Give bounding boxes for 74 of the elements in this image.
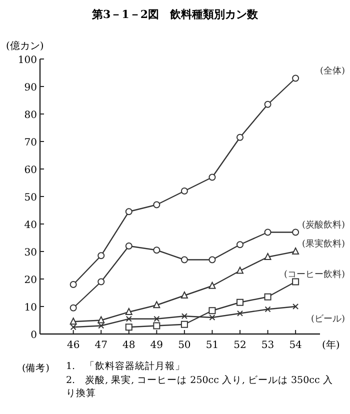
x-tick-label: 47: [94, 340, 108, 351]
y-tick-label: 90: [24, 82, 37, 94]
point: [292, 304, 299, 310]
point: [181, 313, 188, 320]
point: [98, 278, 105, 286]
point: [208, 174, 216, 181]
x-axis-title: (年): [322, 339, 340, 351]
point: [98, 252, 105, 260]
point: [180, 256, 188, 264]
point: [98, 322, 104, 329]
x-tick-label: 52: [234, 340, 246, 351]
point: [264, 293, 272, 300]
point: [154, 316, 160, 322]
point: [70, 318, 77, 325]
text: 2. 炭酸, 果実, コーヒーは 250cc 入り, ビールは 350cc 入り換算: [66, 374, 334, 400]
point: [70, 281, 77, 288]
point: [70, 324, 76, 330]
point: [264, 306, 271, 312]
point: [125, 242, 132, 250]
text: (備考): [22, 362, 50, 374]
point: [292, 74, 300, 82]
point: [208, 256, 216, 264]
point: [236, 134, 244, 141]
point: [236, 241, 244, 248]
point: [153, 322, 160, 330]
y-tick-label: 40: [24, 220, 37, 231]
text: 1. 「飲料容器統計月報」: [66, 360, 186, 373]
point: [209, 314, 216, 320]
point: [264, 100, 272, 108]
y-tick-label: 100: [18, 55, 37, 66]
point: [126, 316, 132, 322]
point: [153, 246, 160, 254]
point: [180, 320, 188, 328]
point: [180, 188, 188, 194]
y-tick-label: 0: [30, 330, 37, 341]
y-tick-label: 70: [24, 138, 37, 148]
y-tick-label: 10: [24, 302, 37, 314]
point: [125, 324, 132, 331]
point: [292, 248, 300, 254]
point: [264, 228, 272, 236]
y-tick-label: 20: [24, 275, 37, 286]
x-tick-label: 50: [178, 340, 191, 351]
point: [125, 208, 132, 216]
series-label: (ビール): [310, 314, 345, 324]
point: [208, 307, 216, 314]
x-tick-label: 49: [150, 340, 164, 351]
x-tick-label: 51: [206, 340, 219, 351]
y-tick-label: 60: [24, 165, 37, 176]
x-tick-label: 53: [261, 340, 274, 351]
text: (全体): [320, 65, 345, 76]
chart-title: 第3－1－2図 飲料種類別カン数: [91, 8, 259, 21]
point: [237, 310, 243, 316]
y-tick-label: 30: [24, 248, 37, 258]
y-tick-label: 80: [24, 110, 37, 121]
point: [153, 301, 160, 308]
x-tick-label: 46: [66, 340, 80, 351]
point: [236, 266, 244, 274]
point: [98, 316, 105, 324]
point: [292, 278, 300, 286]
point: [125, 308, 132, 315]
series-label: (コーヒー飲料): [284, 268, 345, 280]
x-tick-label: 48: [122, 340, 136, 351]
point: [153, 201, 160, 208]
y-axis-title: (億カン): [6, 40, 44, 52]
series-label: (果実飲料): [302, 238, 345, 250]
x-tick-label: 54: [289, 340, 302, 351]
point: [292, 228, 300, 236]
point: [70, 304, 77, 312]
y-tick-label: 50: [24, 192, 37, 204]
point: [236, 298, 244, 306]
point: [180, 292, 188, 298]
series-label: (炭酸飲料): [302, 219, 345, 230]
point: [208, 282, 216, 289]
point: [264, 253, 272, 260]
